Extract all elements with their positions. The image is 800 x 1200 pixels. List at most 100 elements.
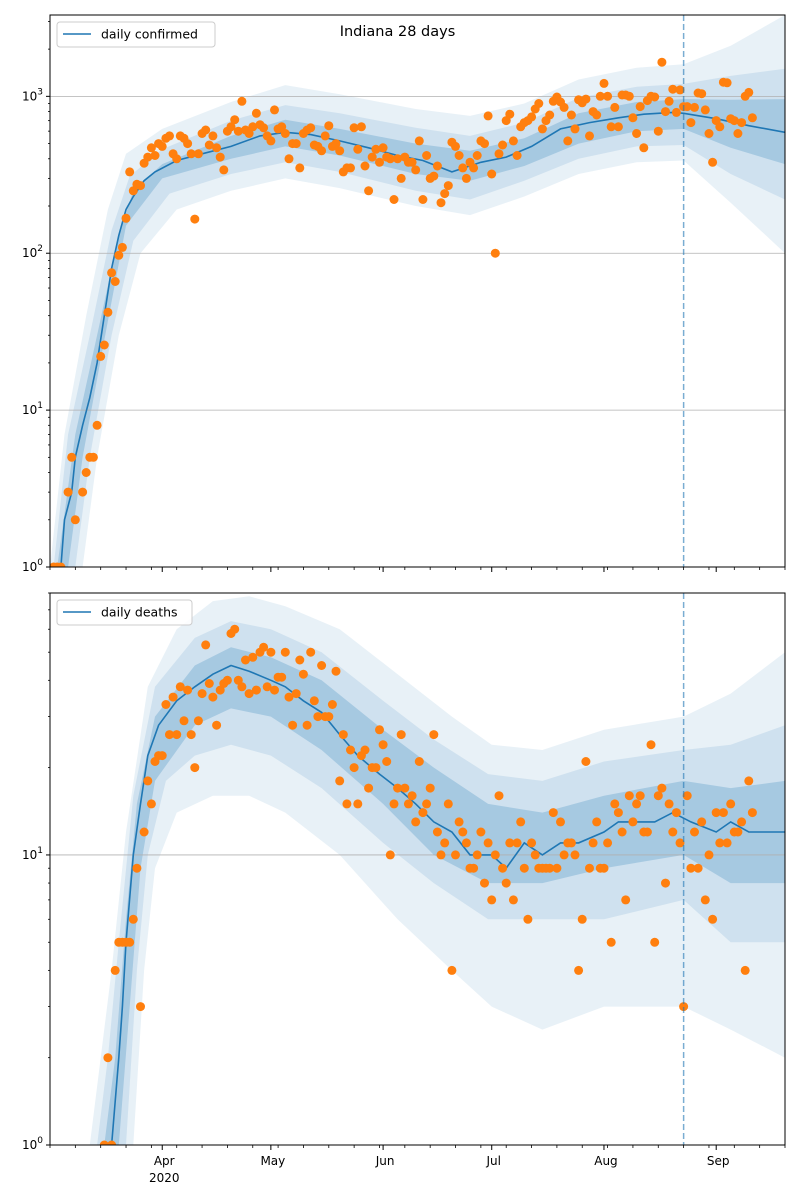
data-point	[668, 84, 678, 94]
data-point	[382, 757, 392, 766]
data-point	[375, 725, 384, 735]
data-point	[664, 799, 674, 809]
data-point	[671, 107, 681, 117]
data-point	[599, 78, 609, 88]
data-point	[472, 850, 482, 860]
median-line	[110, 664, 785, 1145]
data-point	[186, 149, 196, 159]
data-point	[632, 799, 642, 809]
legend: daily deaths	[56, 599, 193, 626]
data-point	[208, 692, 218, 702]
data-point	[168, 692, 178, 702]
plot-area	[50, 15, 785, 567]
data-point	[324, 121, 334, 131]
data-point	[70, 515, 80, 525]
data-point	[617, 827, 627, 837]
data-point	[461, 173, 471, 183]
data-point	[270, 685, 279, 695]
data-point	[469, 163, 479, 173]
data-point	[690, 102, 699, 112]
data-point	[378, 740, 388, 750]
data-point	[179, 716, 189, 726]
data-point	[88, 452, 98, 462]
data-point	[425, 783, 435, 793]
data-point	[588, 838, 598, 848]
median-line	[60, 111, 785, 567]
data-point	[335, 146, 345, 156]
data-point	[740, 965, 750, 975]
data-point	[56, 562, 66, 567]
data-point	[566, 838, 576, 848]
data-point	[563, 136, 573, 146]
data-point	[718, 808, 728, 818]
chart-title: Indiana 28 days	[340, 24, 456, 40]
data-point	[193, 716, 203, 726]
data-point	[548, 808, 558, 818]
data-point	[244, 689, 254, 699]
data-point	[668, 827, 678, 837]
data-point	[349, 123, 359, 133]
data-point	[302, 720, 312, 730]
y-tick-label: 103	[22, 87, 43, 103]
data-point	[313, 712, 323, 722]
data-point	[570, 850, 580, 860]
data-point	[208, 131, 218, 141]
data-point	[635, 791, 645, 801]
data-point	[690, 827, 699, 837]
data-point	[165, 131, 174, 141]
x-tick-label: Sep	[707, 1154, 730, 1168]
data-point	[505, 109, 515, 119]
data-point	[498, 140, 508, 150]
data-point	[389, 799, 399, 809]
data-point	[577, 914, 587, 924]
data-point	[530, 850, 540, 860]
data-point	[186, 730, 196, 740]
data-point	[480, 139, 489, 149]
data-point	[639, 143, 649, 153]
data-point	[306, 647, 316, 657]
data-point	[411, 165, 421, 175]
data-point	[92, 420, 102, 430]
data-point	[566, 110, 576, 120]
data-point	[422, 151, 432, 160]
legend-label: daily deaths	[101, 605, 178, 620]
data-point	[494, 149, 504, 159]
data-point	[364, 186, 374, 196]
data-point	[429, 171, 439, 181]
data-point	[349, 763, 359, 773]
data-point	[523, 914, 533, 924]
data-point	[367, 152, 377, 162]
data-point	[519, 863, 529, 873]
data-point	[204, 679, 214, 688]
data-point	[270, 105, 279, 115]
data-point	[661, 107, 670, 117]
data-point	[400, 783, 410, 793]
data-point	[653, 126, 663, 136]
data-point	[342, 799, 352, 809]
data-point	[317, 146, 327, 156]
data-point	[726, 799, 736, 809]
data-point	[650, 92, 660, 102]
data-point	[443, 799, 453, 809]
data-point	[346, 745, 355, 755]
data-point	[737, 118, 747, 128]
data-point	[451, 141, 460, 151]
data-point	[251, 685, 261, 695]
data-point	[472, 151, 482, 160]
data-point	[581, 94, 591, 104]
data-point	[610, 102, 620, 112]
data-point	[498, 863, 508, 873]
data-point	[679, 1002, 689, 1012]
data-point	[107, 268, 117, 278]
data-point	[190, 214, 200, 224]
data-point	[393, 783, 403, 793]
data-point	[103, 307, 113, 317]
data-point	[393, 154, 403, 164]
data-point	[418, 195, 428, 204]
band-95pct	[89, 596, 785, 1145]
data-point	[175, 682, 185, 692]
data-point	[722, 78, 732, 88]
data-point	[150, 151, 160, 160]
data-point	[389, 195, 399, 204]
